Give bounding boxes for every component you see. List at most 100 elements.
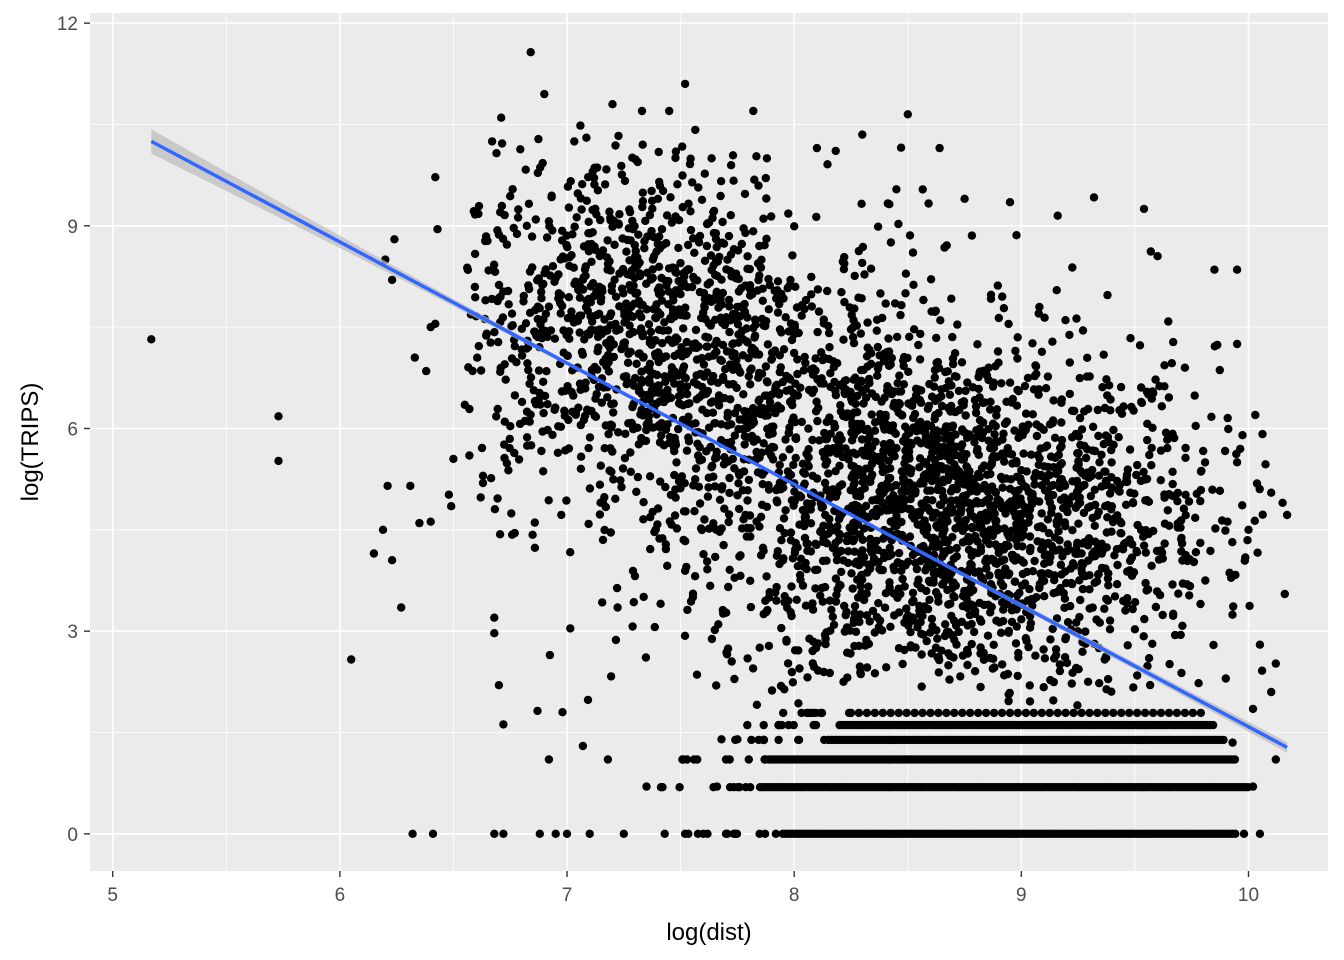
data-point <box>1031 651 1040 660</box>
data-point <box>971 408 981 418</box>
data-point <box>1105 616 1115 625</box>
data-point <box>744 433 754 442</box>
data-point <box>734 287 744 296</box>
data-point <box>622 299 631 308</box>
data-point <box>1041 443 1050 452</box>
data-point <box>661 425 671 434</box>
data-point <box>1098 383 1107 392</box>
data-point <box>926 453 936 462</box>
x-tick-label: 7 <box>562 885 573 906</box>
data-point <box>1032 431 1042 441</box>
data-point-outlier <box>433 225 442 234</box>
data-point <box>1113 560 1122 570</box>
data-point <box>711 229 721 238</box>
data-point <box>843 673 852 682</box>
data-point <box>847 310 856 320</box>
data-point <box>1160 539 1169 548</box>
data-point <box>609 352 618 362</box>
data-point <box>935 540 944 549</box>
data-point <box>882 663 891 672</box>
data-point <box>855 530 864 539</box>
data-point <box>1044 528 1054 538</box>
data-point <box>678 171 687 180</box>
data-point <box>852 471 861 481</box>
data-point <box>922 562 932 571</box>
data-point <box>969 627 979 637</box>
data-point-outlier <box>680 829 690 838</box>
data-point <box>1035 454 1044 463</box>
data-point <box>998 483 1007 492</box>
data-point <box>1228 538 1237 547</box>
data-point <box>633 288 642 298</box>
data-point <box>1091 500 1100 509</box>
data-point <box>700 301 709 310</box>
data-point <box>1050 433 1060 442</box>
data-point <box>856 668 865 677</box>
data-point <box>668 305 678 314</box>
data-point <box>1178 621 1187 630</box>
data-point <box>649 369 659 379</box>
data-point <box>772 596 781 605</box>
data-point <box>620 176 630 186</box>
data-point <box>813 565 822 574</box>
data-point <box>504 300 513 309</box>
data-point <box>1055 536 1064 545</box>
data-point <box>1007 606 1017 615</box>
data-point <box>904 504 913 514</box>
data-point <box>948 532 957 542</box>
data-point <box>1169 337 1178 347</box>
data-point <box>800 512 809 521</box>
data-point <box>791 538 800 548</box>
data-point <box>831 391 841 400</box>
data-point <box>738 351 748 360</box>
data-point <box>1039 683 1048 692</box>
data-point <box>899 436 908 446</box>
data-point <box>655 423 664 432</box>
data-point <box>1047 508 1056 518</box>
data-point <box>1019 558 1028 567</box>
data-point <box>629 598 638 607</box>
data-point <box>751 320 760 329</box>
data-point <box>664 335 673 344</box>
data-point <box>612 583 622 593</box>
data-point <box>747 364 756 373</box>
data-point <box>885 385 895 395</box>
data-point <box>725 488 734 498</box>
data-point-outlier <box>1248 782 1258 791</box>
data-point <box>1181 490 1190 499</box>
data-point <box>781 313 790 322</box>
data-point <box>568 230 577 239</box>
data-point <box>896 387 906 396</box>
data-point <box>997 379 1006 388</box>
data-point <box>1147 443 1156 453</box>
data-point <box>819 667 828 677</box>
data-point <box>1243 536 1252 545</box>
data-point <box>878 313 887 323</box>
data-point <box>1110 592 1120 601</box>
data-point <box>1133 671 1142 680</box>
data-point <box>876 507 885 516</box>
data-point <box>862 635 871 645</box>
data-point-outlier <box>476 493 485 502</box>
data-point <box>906 469 915 478</box>
data-point <box>1229 602 1238 611</box>
data-point <box>620 453 630 463</box>
data-point <box>510 342 519 351</box>
data-point <box>897 505 906 514</box>
data-point <box>617 161 626 171</box>
data-point <box>826 429 835 438</box>
data-point <box>492 412 501 421</box>
data-point <box>704 333 713 342</box>
data-point <box>902 604 911 613</box>
data-point <box>752 435 761 444</box>
data-point <box>653 307 663 316</box>
data-point <box>1071 503 1081 512</box>
data-point <box>1141 578 1150 588</box>
data-point <box>773 308 783 317</box>
data-point <box>478 478 488 488</box>
data-point <box>708 408 718 417</box>
data-point <box>655 350 664 360</box>
data-point <box>908 588 918 598</box>
data-point <box>770 346 780 355</box>
data-point <box>1181 550 1190 560</box>
